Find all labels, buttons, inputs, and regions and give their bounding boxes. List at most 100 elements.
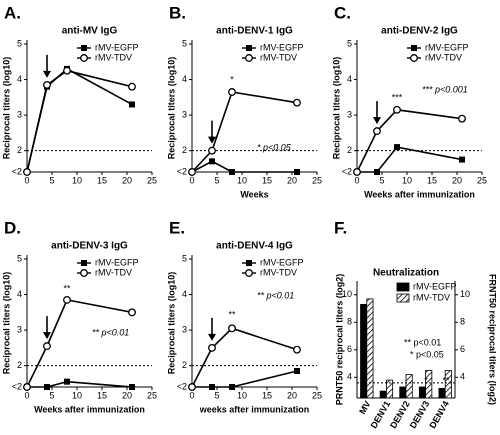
legend-label: rMV-EGFP [95,257,139,267]
marker [80,54,88,62]
y2-tick-label: 8 [460,317,465,327]
marker [245,54,253,62]
x-axis-label: Weeks after immunization [364,189,475,199]
bar [438,387,446,399]
marker [294,368,300,374]
x-tick-label: 25 [147,175,157,185]
series-line [356,108,463,173]
y-tick-label: 2 [17,360,22,370]
x-tick-label: 10 [402,175,412,185]
x-tick-label: 0 [354,175,359,185]
y-tick-label: 5 [182,253,187,263]
x-tick-label: 10 [72,390,82,400]
y2-tick-label: 6 [460,344,465,354]
y-axis-label: PRNT50 reciprocal titers (log2) [334,274,344,406]
marker [209,384,215,390]
marker [458,114,466,123]
chart-title: anti-DENV-3 IgG [51,241,128,252]
chart-title: Neutralization [373,268,439,279]
x-tick-label: 10 [237,175,247,185]
bar [425,370,433,399]
x-tick-label: 20 [287,175,297,185]
chart-title: anti-MV IgG [62,26,118,37]
y-tick-label: <2 [177,166,187,176]
marker [246,260,252,266]
y-tick-label: <2 [12,381,22,391]
bar [360,303,368,399]
x-axis-label: Weeks after immunization [34,404,145,414]
x-tick-label: 20 [287,390,297,400]
y-tick-label: 3 [347,109,352,119]
marker [188,383,196,391]
y-axis-label: Reciprocal titers (log10) [331,57,341,160]
series-line [191,327,298,388]
marker [23,168,31,176]
arrow-head [208,136,216,144]
y-tick-label: 5 [17,253,22,263]
marker [353,168,361,176]
marker [43,80,51,89]
arrow-head [373,117,381,125]
bar [405,374,413,399]
y-axis-label: Reciprocal titers (log10) [166,57,176,160]
marker [129,101,135,108]
panel-label: B. [169,3,186,22]
panel-label: A. [4,3,21,22]
marker [394,144,400,151]
legend-label: rMV-EGFP [425,42,469,52]
legend-label: rMV-TDV [260,267,297,277]
series-line [26,298,133,388]
y2-tick-label: 4 [460,372,465,382]
marker [81,260,87,266]
x-tick-label: 15 [262,175,272,185]
legend-swatch [396,282,410,292]
bar [444,370,452,399]
x-tick-label: 20 [122,390,132,400]
marker [128,82,136,91]
bar [399,386,407,399]
annotation: ** p<0.01 [92,327,129,337]
series-line [191,160,297,173]
x-tick-label: 25 [147,390,157,400]
series-line [192,370,298,388]
x-tick-label: 5 [214,390,219,400]
marker [81,45,87,51]
x-tick-label: 10 [72,175,82,185]
bar [379,390,387,399]
y-tick-label: 4 [17,289,22,299]
marker [293,98,301,107]
annotation: ** [228,309,236,319]
y-tick-label: 8 [347,317,352,327]
y-tick-label: <2 [177,381,187,391]
x-tick-label: 5 [214,175,219,185]
marker [64,378,70,385]
marker [23,383,31,391]
x-tick-label: 20 [122,175,132,185]
series-line [26,69,133,173]
y-tick-label: 3 [182,324,187,334]
x-tick-label: 25 [477,175,487,185]
marker [80,269,88,277]
y-tick-label: 4 [17,74,22,84]
chart-title: anti-DENV-4 IgG [216,241,293,252]
x-tick-label: 20 [452,175,462,185]
annotation: *** p<0.001 [422,84,468,94]
marker [229,384,235,390]
y-tick-label: <2 [12,166,22,176]
marker [44,384,50,390]
panel-label: C. [334,3,351,22]
y-tick-label: 5 [347,38,352,48]
y-tick-label: 2 [182,145,187,155]
marker [245,269,253,277]
marker [208,146,216,155]
legend-label: rMV-EGFP [95,42,139,52]
arrow-head [208,333,216,341]
marker [294,169,300,175]
x-tick-label: 5 [379,175,384,185]
annotation: * [230,74,234,84]
y-tick-label: 2 [182,360,187,370]
panel-label: E. [169,218,185,237]
marker [63,66,71,75]
annotation: ** p<0.01 [404,337,441,347]
y2-tick-label: 10 [460,289,470,299]
